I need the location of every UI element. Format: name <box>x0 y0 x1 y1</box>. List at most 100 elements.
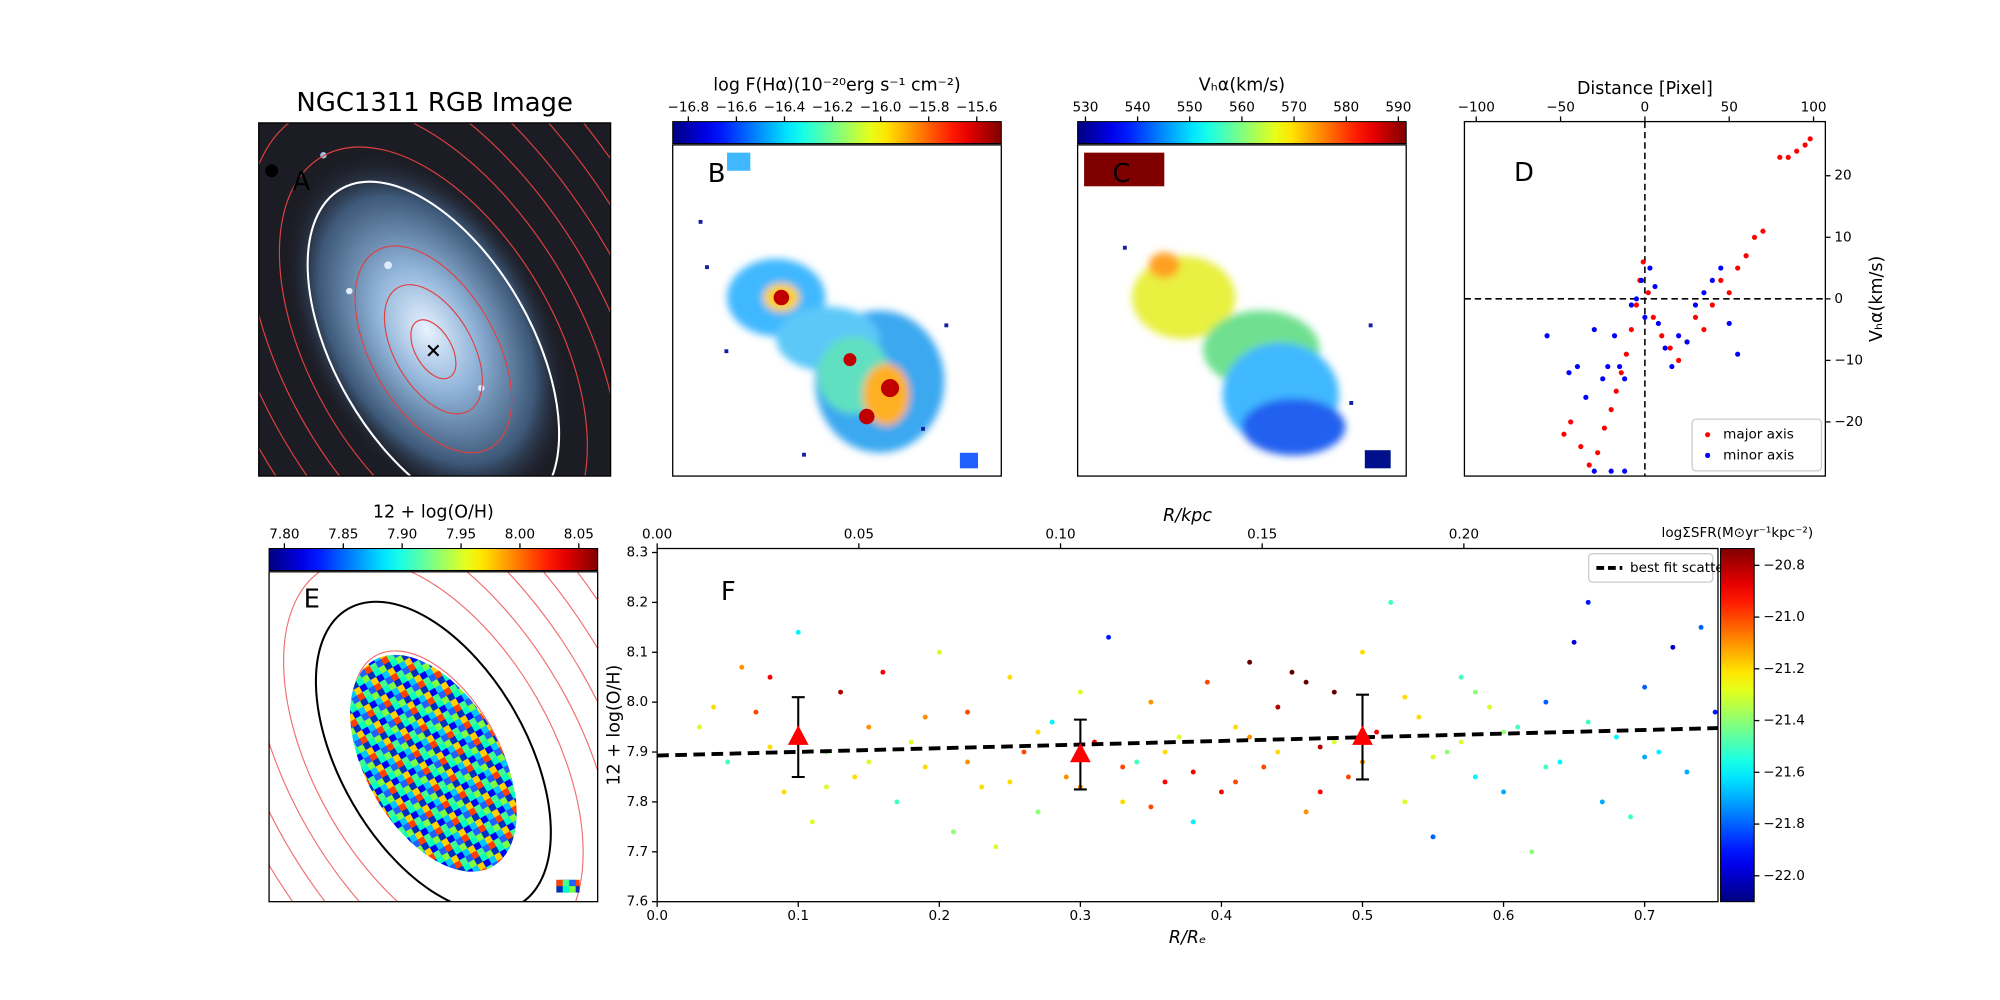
point <box>1640 259 1646 265</box>
x-tick-label: −50 <box>1546 99 1575 115</box>
point <box>1176 734 1182 740</box>
point <box>1571 639 1577 645</box>
point <box>1645 290 1651 296</box>
point <box>1007 674 1013 680</box>
point <box>1652 283 1658 290</box>
colorbar-tick-label: 7.95 <box>446 526 476 542</box>
point <box>1656 749 1662 755</box>
point <box>965 759 970 765</box>
point <box>1601 425 1607 431</box>
colorbar-tick-label: 7.90 <box>387 526 417 542</box>
point <box>1600 376 1606 382</box>
colorbar-tick-label: 530 <box>1072 99 1098 115</box>
point <box>1642 684 1648 690</box>
point <box>1655 320 1661 327</box>
point <box>795 629 801 635</box>
point <box>1622 468 1628 474</box>
point <box>1557 759 1563 765</box>
point <box>823 784 829 790</box>
point <box>936 649 942 655</box>
flux-map <box>698 152 979 469</box>
point <box>1275 749 1281 755</box>
point <box>1544 333 1550 339</box>
legend-label: best fit scatter <box>1630 560 1730 576</box>
x2-axis-label: R/kpc <box>1163 506 1212 526</box>
x-tick-label: 0.0 <box>646 908 668 924</box>
point <box>1712 709 1718 715</box>
point <box>1785 154 1791 160</box>
panel-label: F <box>721 577 736 607</box>
binned-point <box>787 725 809 745</box>
x-tick-label: 0.3 <box>1070 908 1092 924</box>
x2-tick-label: 0.20 <box>1449 526 1479 542</box>
point <box>781 789 787 795</box>
point <box>1416 714 1422 720</box>
colorbar-tick-label: 8.00 <box>505 526 535 542</box>
point <box>1035 809 1041 815</box>
point <box>739 664 745 670</box>
point <box>922 714 928 720</box>
point <box>1670 644 1676 650</box>
x-tick-label: 0 <box>1641 99 1650 115</box>
x-tick-label: 0.6 <box>1493 908 1515 924</box>
y-tick-label: 8.0 <box>627 694 649 710</box>
x2-tick-label: 0.00 <box>642 526 672 542</box>
colorbar-tick-label: −20.8 <box>1763 557 1805 573</box>
point <box>1692 314 1699 320</box>
point <box>1613 388 1619 394</box>
panel-label: A <box>293 167 311 197</box>
point <box>1684 769 1690 775</box>
colorbar-tick-label: 7.80 <box>269 526 299 542</box>
colorbar-tick-label: −21.2 <box>1763 661 1805 677</box>
point <box>1647 265 1653 271</box>
point <box>1623 351 1629 357</box>
point <box>1617 363 1623 370</box>
x2-tick-label: 0.10 <box>1045 526 1075 542</box>
point <box>1402 694 1408 700</box>
y-tick-label: 8.2 <box>627 594 649 610</box>
point <box>1472 689 1478 695</box>
point <box>1726 320 1732 327</box>
point <box>1331 689 1337 695</box>
point <box>1543 764 1549 770</box>
x-tick-label: 0.2 <box>929 908 951 924</box>
point <box>1585 719 1591 725</box>
point <box>1275 704 1281 710</box>
point <box>1586 462 1592 468</box>
y-tick-label: 7.6 <box>627 894 649 910</box>
point <box>1106 634 1112 640</box>
panel-label: D <box>1514 158 1534 188</box>
point <box>965 709 970 715</box>
x-tick-label: 50 <box>1721 99 1738 115</box>
frame <box>268 571 599 903</box>
point <box>1807 136 1813 142</box>
point <box>922 764 928 770</box>
point <box>1148 804 1154 810</box>
colorbar-tick-label: 7.85 <box>328 526 358 542</box>
y-tick-label: 20 <box>1834 168 1851 184</box>
plot-area <box>1464 121 1826 477</box>
point <box>1585 599 1591 605</box>
y-tick-label: 7.9 <box>627 744 649 760</box>
point <box>1650 314 1656 320</box>
point <box>1718 265 1724 271</box>
point <box>1802 142 1808 148</box>
point <box>1317 789 1323 795</box>
point <box>1735 351 1741 357</box>
panel-label: C <box>1113 159 1131 189</box>
point <box>1218 789 1224 795</box>
point <box>1444 749 1450 755</box>
point <box>1247 734 1253 740</box>
colorbar-tick-label: −15.6 <box>956 99 998 115</box>
point <box>1628 814 1633 820</box>
point <box>1692 302 1699 308</box>
point <box>1134 759 1140 765</box>
colorbar-tick-label: 560 <box>1229 99 1255 115</box>
point <box>1777 154 1783 160</box>
panel-label: E <box>304 585 320 615</box>
point <box>1458 674 1464 680</box>
point <box>1472 774 1478 780</box>
point <box>1303 679 1309 685</box>
point <box>1701 290 1707 296</box>
